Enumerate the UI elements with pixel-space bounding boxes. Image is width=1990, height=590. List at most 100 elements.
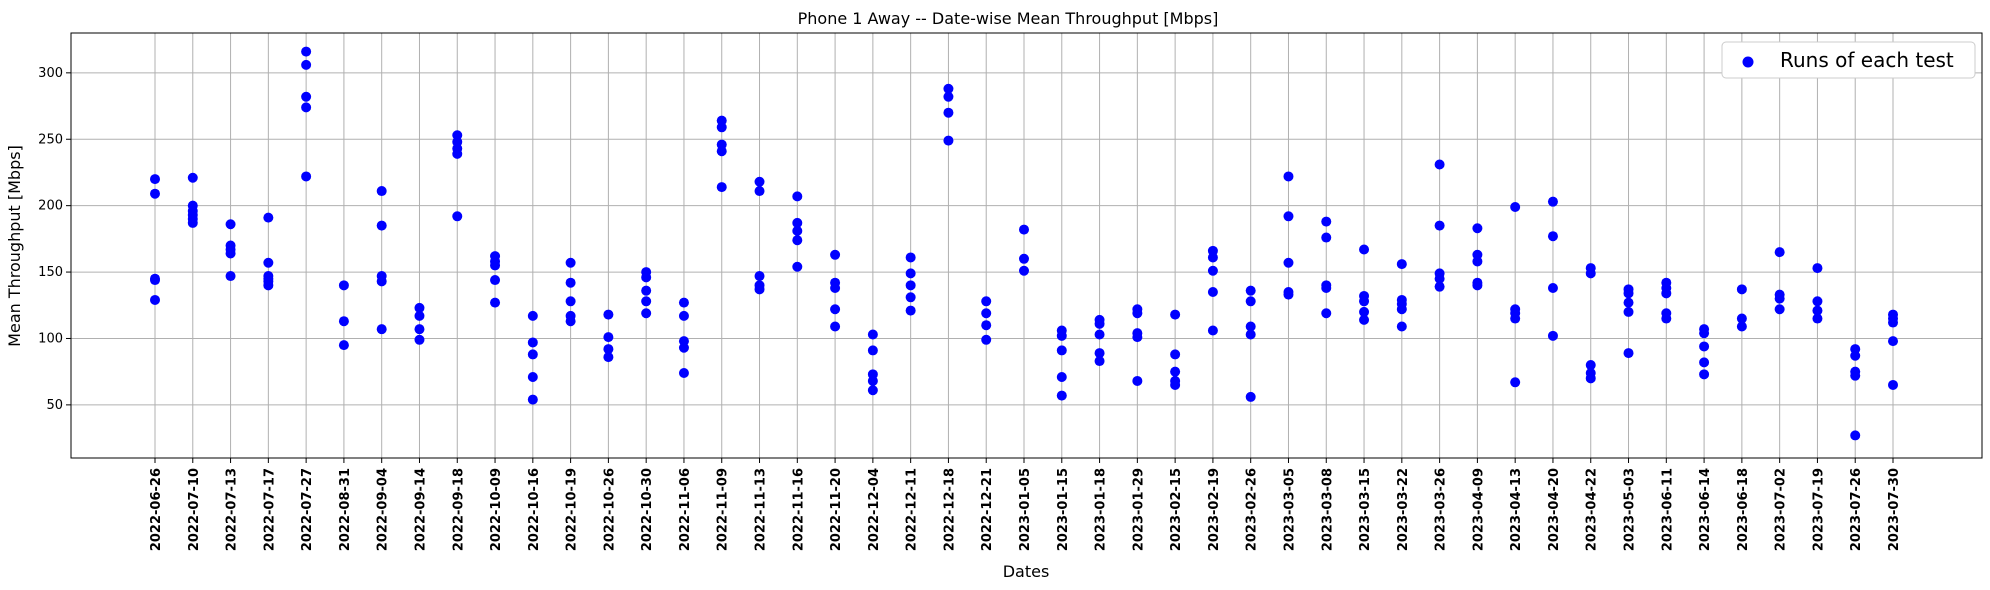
data-point [792, 217, 803, 228]
x-tick-label: 2023-01-15 [1056, 468, 1071, 551]
x-axis-label: Dates [1003, 562, 1050, 581]
x-tick-label: 2022-07-17 [262, 468, 277, 551]
data-point [338, 316, 349, 327]
data-point [716, 122, 727, 133]
data-point [867, 385, 878, 396]
x-tick-label: 2023-07-02 [1774, 468, 1789, 551]
data-point [1396, 259, 1407, 270]
data-point [527, 394, 538, 405]
data-point [1170, 379, 1181, 390]
data-point [527, 349, 538, 360]
data-point [678, 342, 689, 353]
data-point [1207, 265, 1218, 276]
x-tick-label: 2023-05-03 [1623, 468, 1638, 551]
data-point [943, 83, 954, 94]
data-point [1472, 223, 1483, 234]
data-point [1850, 430, 1861, 441]
data-point [452, 211, 463, 222]
data-point [678, 297, 689, 308]
x-tick-label: 2022-11-06 [678, 468, 693, 551]
data-point [263, 280, 274, 291]
data-point [1283, 289, 1294, 300]
data-point [1094, 356, 1105, 367]
x-tick-label: 2022-10-26 [602, 468, 617, 551]
x-tick-label: 2023-03-22 [1396, 468, 1411, 551]
data-point [1510, 313, 1521, 324]
data-point [452, 148, 463, 159]
data-point [981, 308, 992, 319]
data-point [1774, 293, 1785, 304]
data-point [1888, 317, 1898, 328]
x-tick-label: 2022-06-26 [149, 468, 164, 551]
data-point [905, 252, 916, 263]
data-point [1812, 305, 1823, 316]
data-point [981, 334, 992, 345]
data-point [1094, 329, 1105, 340]
x-tick-label: 2022-09-18 [451, 468, 466, 551]
y-tick-label: 150 [38, 265, 63, 280]
data-point [716, 182, 727, 193]
x-tick-label: 2022-12-18 [942, 468, 957, 551]
data-point [1207, 252, 1218, 263]
x-tick-label: 2022-10-16 [527, 468, 542, 551]
data-point [1472, 280, 1483, 291]
x-tick-label: 2023-06-14 [1698, 468, 1713, 551]
data-point [981, 320, 992, 331]
x-tick-label: 2023-02-15 [1169, 468, 1184, 551]
data-point [414, 310, 425, 321]
x-tick-label: 2023-01-29 [1131, 468, 1146, 551]
data-point [1396, 321, 1407, 332]
data-point [1736, 313, 1747, 324]
x-tick-label: 2023-07-26 [1849, 468, 1864, 551]
legend-label: Runs of each test [1780, 48, 1954, 72]
x-tick-label: 2022-10-09 [489, 468, 504, 551]
data-point [1170, 309, 1181, 320]
x-tick-label: 2023-02-26 [1245, 468, 1260, 551]
x-tick-label: 2023-07-30 [1887, 468, 1902, 551]
x-tick-label: 2023-07-19 [1811, 468, 1826, 551]
data-point [1170, 366, 1181, 377]
data-point [905, 292, 916, 303]
data-point [867, 345, 878, 356]
data-point [376, 324, 387, 335]
data-point [1245, 296, 1256, 307]
x-tick-label: 2022-07-27 [300, 468, 315, 551]
data-point [678, 310, 689, 321]
data-point [225, 248, 236, 259]
data-point [943, 107, 954, 118]
data-point [1132, 332, 1143, 343]
data-point [490, 297, 501, 308]
data-point [1434, 159, 1445, 170]
data-point [376, 276, 387, 287]
x-tick-label: 2022-07-10 [187, 468, 202, 551]
data-point [1434, 273, 1445, 284]
x-tick-label: 2023-04-20 [1547, 468, 1562, 551]
data-point [1699, 328, 1710, 339]
data-point [490, 260, 501, 271]
data-point [603, 332, 614, 343]
data-point [867, 329, 878, 340]
data-point [1547, 330, 1558, 341]
x-tick-label: 2023-04-13 [1509, 468, 1524, 551]
data-point [150, 275, 160, 286]
x-axis-ticks: 2022-06-26 2022-07-10 2022-07-13 2022-07-17… [149, 458, 1902, 551]
data-point [1472, 256, 1483, 267]
data-point [1585, 268, 1596, 279]
data-point [565, 257, 576, 268]
data-point [1359, 306, 1370, 317]
y-axis-ticks: 50 100 150 200 250 300 [38, 66, 71, 413]
data-point [641, 296, 652, 307]
data-point [943, 91, 954, 102]
data-point [1547, 196, 1558, 207]
data-point [754, 186, 765, 197]
data-point [1019, 265, 1029, 276]
data-point [1056, 330, 1067, 341]
x-tick-label: 2022-09-04 [376, 468, 391, 551]
x-tick-label: 2022-10-19 [565, 468, 580, 551]
x-tick-label: 2022-11-20 [829, 468, 844, 551]
y-tick-label: 250 [38, 132, 63, 147]
data-point [1510, 377, 1521, 388]
data-point [830, 321, 841, 332]
data-point [754, 271, 765, 282]
data-point [1132, 375, 1143, 386]
